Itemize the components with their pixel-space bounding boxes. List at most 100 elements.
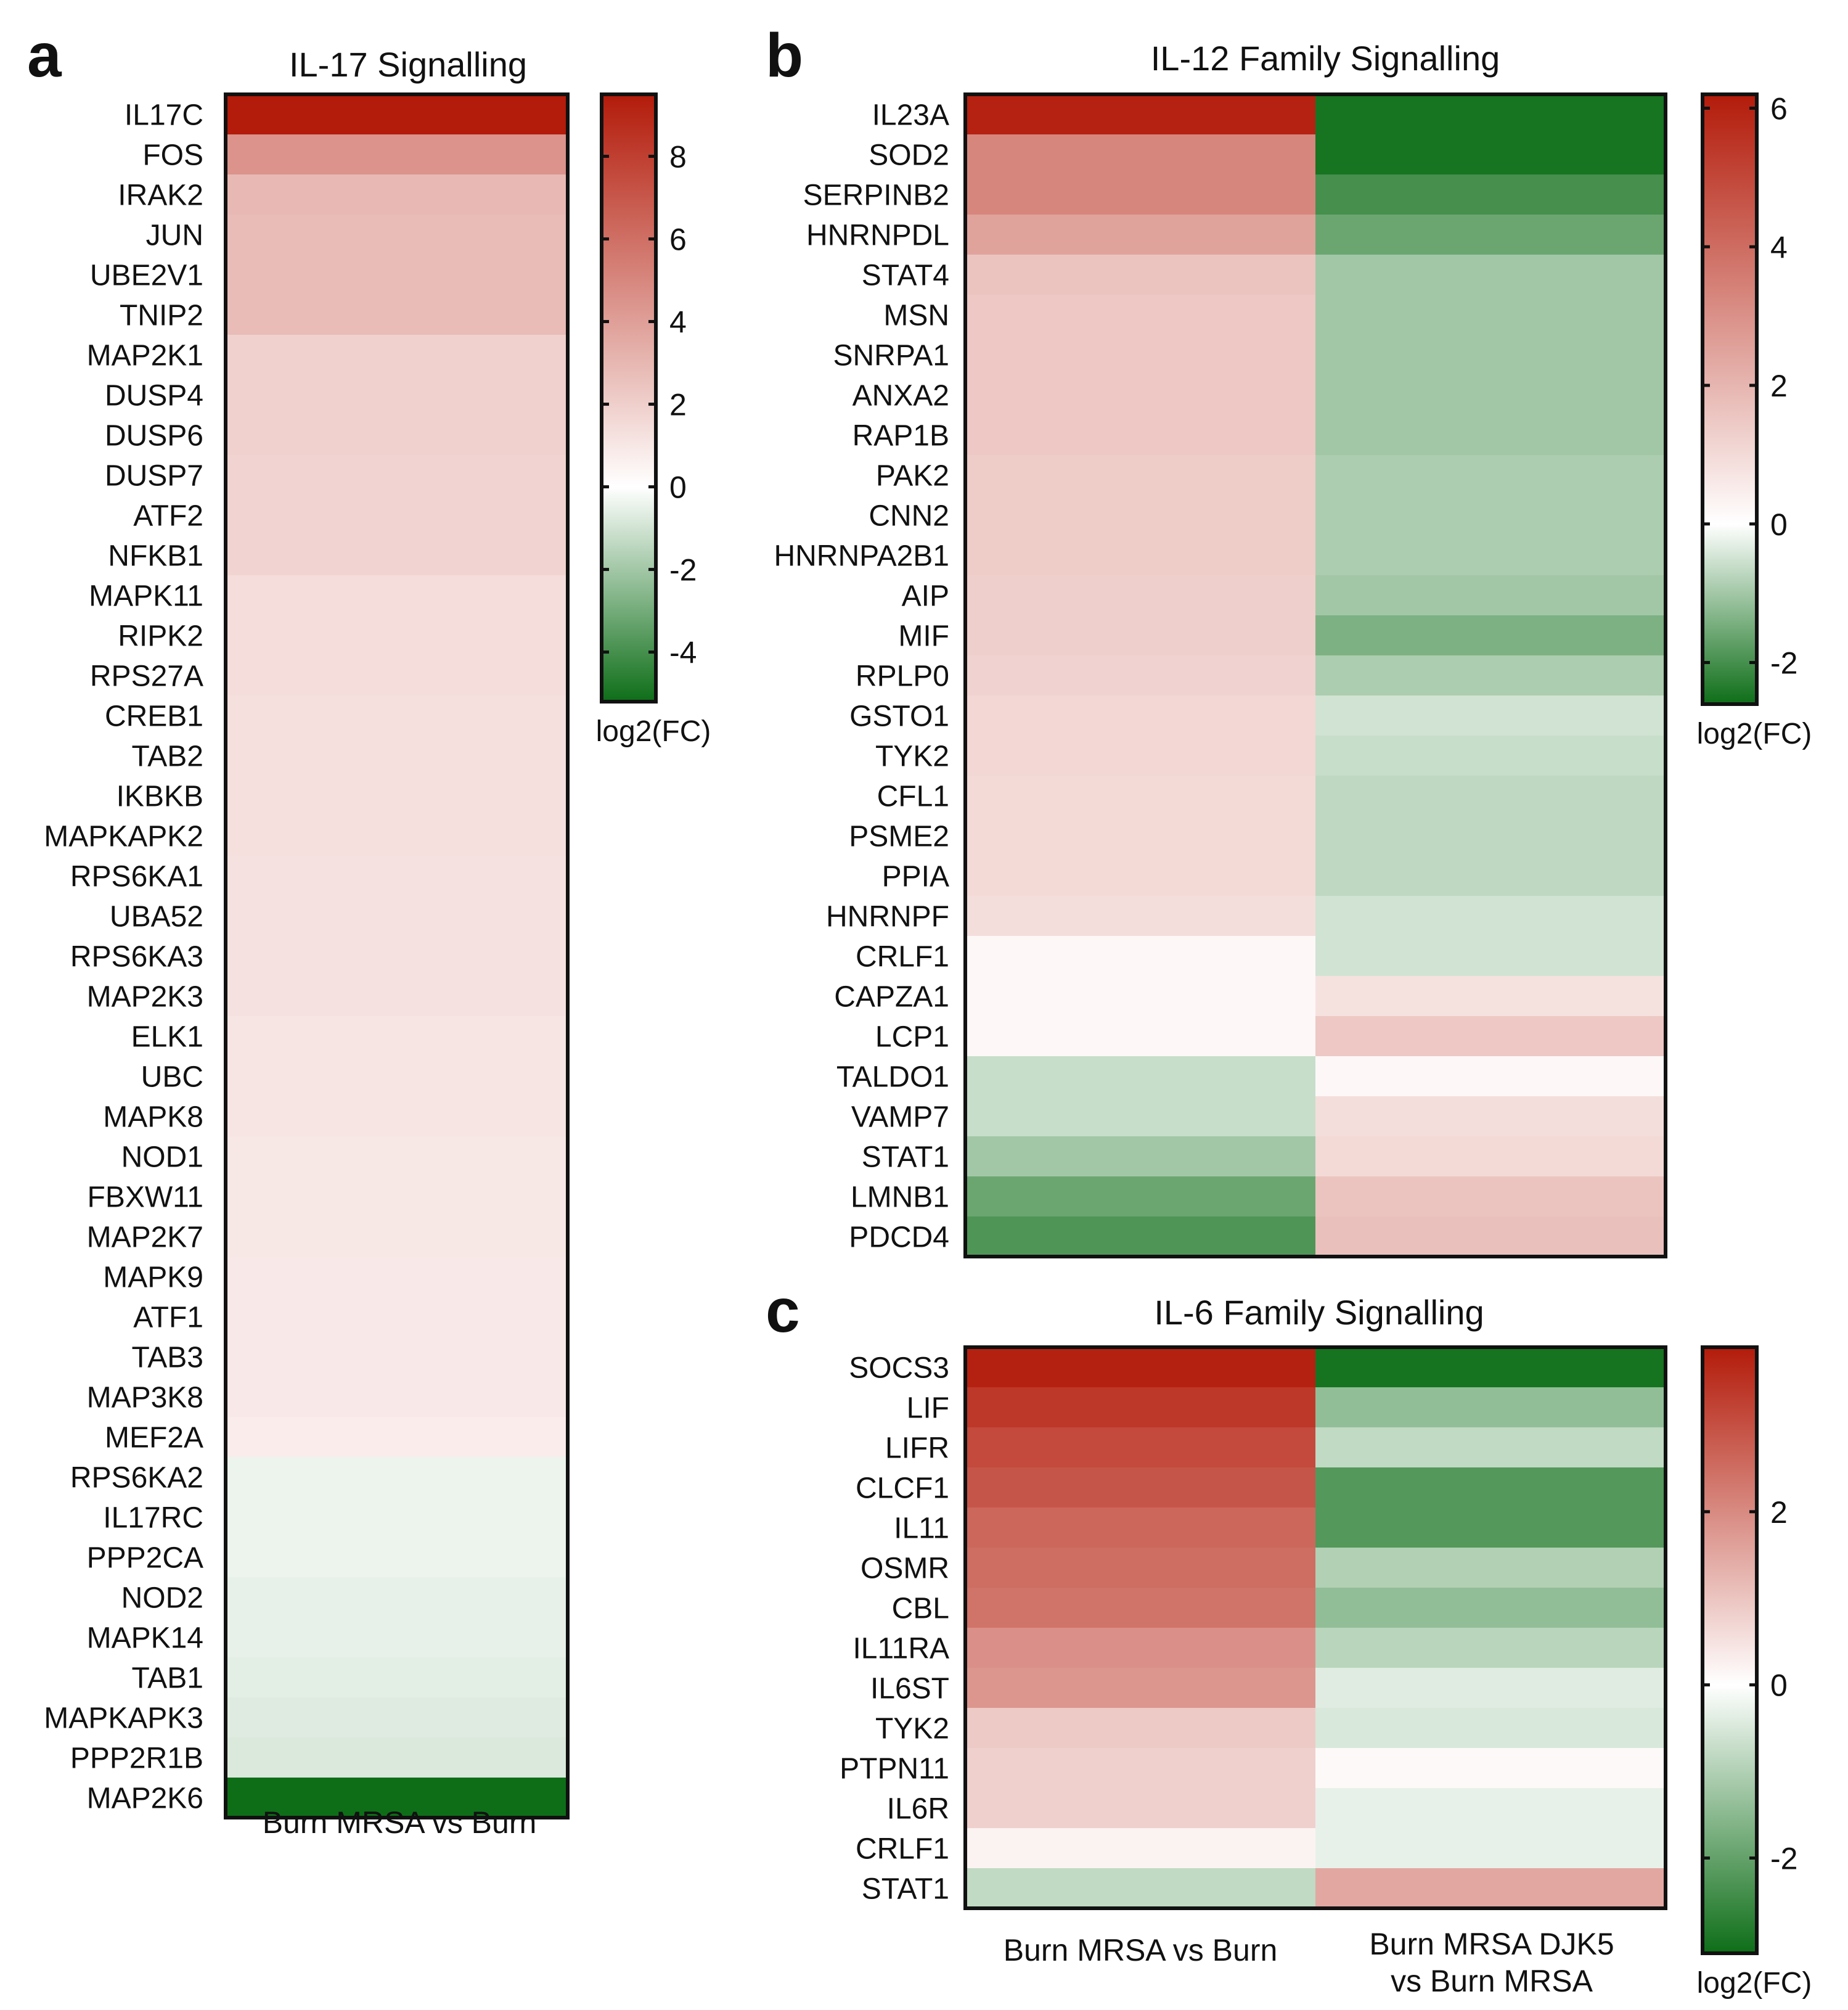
- row-label-psme2: PSME2: [849, 821, 949, 853]
- heatmap-cell-osmr-col1: [965, 1548, 1316, 1588]
- colorbar-tick-label: 2: [669, 388, 687, 422]
- colorbar-tick-label: -2: [669, 553, 697, 588]
- colorbar: [600, 92, 658, 704]
- heatmap-cell-stat1-col1: [965, 1136, 1316, 1177]
- heatmap-cell-lif-col1: [965, 1387, 1316, 1428]
- heatmap-cell-map2k1-col1: [226, 335, 568, 375]
- heatmap-cell-mif-col1: [965, 615, 1316, 656]
- panel-b-title: IL-12 Family Signalling: [1151, 39, 1500, 78]
- heatmap-cell-sod2-col1: [965, 134, 1316, 175]
- heatmap-cell-nfkb1-col1: [226, 535, 568, 576]
- heatmap-cell-clcf1-col2: [1315, 1467, 1666, 1508]
- heatmap-cell-msn-col2: [1315, 295, 1666, 335]
- heatmap-cell-snrpa1-col1: [965, 335, 1316, 375]
- row-label-ripk2: RIPK2: [118, 620, 203, 653]
- heatmap-cell-ripk2-col1: [226, 615, 568, 656]
- heatmap-cell-vamp7-col2: [1315, 1096, 1666, 1137]
- row-label-capza1: CAPZA1: [834, 981, 949, 1014]
- row-label-cfl1: CFL1: [877, 781, 949, 813]
- heatmap-cell-map2k6-col1: [226, 1778, 568, 1818]
- heatmap-cell-fos-col1: [226, 134, 568, 175]
- heatmap-cell-il11-col1: [965, 1508, 1316, 1548]
- row-label-snrpa1: SNRPA1: [833, 340, 949, 372]
- row-label-il6r: IL6R: [887, 1793, 949, 1826]
- heatmap-cell-il23a-col2: [1315, 94, 1666, 135]
- row-label-anxa2: ANXA2: [852, 380, 949, 412]
- colorbar-label: log2(FC): [596, 715, 711, 748]
- heatmap-cell-dusp7-col1: [226, 455, 568, 496]
- heatmap-cell-socs3-col1: [965, 1347, 1316, 1388]
- heatmap-cell-psme2-col1: [965, 816, 1316, 856]
- row-label-ppp2r1b: PPP2R1B: [70, 1742, 203, 1775]
- row-label-rap1b: RAP1B: [852, 420, 949, 453]
- row-label-nfkb1: NFKB1: [108, 540, 203, 573]
- row-label-fbxw11: FBXW11: [88, 1181, 203, 1214]
- row-label-ube2v1: UBE2V1: [90, 260, 203, 292]
- heatmap-cell-mapk9-col1: [226, 1257, 568, 1297]
- row-label-ptpn11: PTPN11: [840, 1753, 949, 1786]
- row-label-cnn2: CNN2: [869, 500, 949, 533]
- heatmap-cell-il6st-col2: [1315, 1668, 1666, 1708]
- heatmap-cell-tyk2-col2: [1315, 736, 1666, 776]
- colorbar-tick-label: 0: [1770, 507, 1788, 542]
- row-label-lmnb1: LMNB1: [851, 1181, 949, 1214]
- row-label-dusp6: DUSP6: [105, 420, 203, 453]
- heatmap-cell-mif-col2: [1315, 615, 1666, 656]
- column-label-burn-mrsa-vs-burn: Burn MRSA vs Burn: [263, 1805, 537, 1840]
- row-label-ikbkb: IKBKB: [117, 781, 203, 813]
- row-label-irak2: IRAK2: [118, 179, 203, 212]
- row-label-gsto1: GSTO1: [849, 700, 949, 733]
- row-label-crlf1: CRLF1: [856, 941, 949, 974]
- heatmap-cell-stat1-col2: [1315, 1136, 1666, 1177]
- colorbar: [1701, 1345, 1759, 1955]
- row-label-rps6ka3: RPS6KA3: [70, 941, 203, 974]
- heatmap-cell-rps27a-col1: [226, 655, 568, 696]
- row-label-sod2: SOD2: [869, 139, 949, 172]
- heatmap-cell-pak2-col1: [965, 455, 1316, 496]
- heatmap-cell-gsto1-col1: [965, 695, 1316, 736]
- row-label-mif: MIF: [898, 620, 949, 653]
- heatmap-cell-cnn2-col2: [1315, 495, 1666, 536]
- colorbar-tick-label: 0: [1770, 1668, 1788, 1703]
- row-label-nod2: NOD2: [121, 1582, 203, 1615]
- row-label-tab2: TAB2: [132, 740, 203, 773]
- panel-c-il6-heatmap: c IL-6 Family Signalling SOCS3 LIF LIFR CLC…: [766, 1276, 1812, 2000]
- heatmap-border: [963, 92, 1667, 1258]
- row-label-il17rc: IL17RC: [103, 1502, 203, 1535]
- colorbar-tick-label: 4: [1770, 230, 1788, 265]
- heatmap-cell-vamp7-col1: [965, 1096, 1316, 1137]
- heatmap-cell-taldo1-col1: [965, 1056, 1316, 1097]
- colorbar-tick-label: -2: [1770, 1842, 1797, 1876]
- row-label-fos: FOS: [142, 139, 203, 172]
- heatmap-cell-map2k7-col1: [226, 1216, 568, 1257]
- colorbar-label: log2(FC): [1697, 1967, 1812, 2000]
- heatmap-cell-ppp2ca-col1: [226, 1537, 568, 1578]
- row-label-vamp7: VAMP7: [851, 1101, 949, 1134]
- row-label-stat4: STAT4: [862, 260, 949, 292]
- heatmap-cell-elk1-col1: [226, 1016, 568, 1057]
- heatmap-cell-nod2-col1: [226, 1577, 568, 1618]
- row-label-nod1: NOD1: [121, 1141, 203, 1174]
- heatmap-cell-rps6ka3-col1: [226, 936, 568, 977]
- heatmap-cell-fbxw11-col1: [226, 1176, 568, 1217]
- heatmap-cell-il11ra-col1: [965, 1628, 1316, 1668]
- heatmap-cell-anxa2-col2: [1315, 375, 1666, 416]
- heatmap-cell-pdcd4-col1: [965, 1216, 1316, 1257]
- row-label-il11: IL11: [894, 1512, 949, 1545]
- row-label-serpinb2: SERPINB2: [803, 179, 949, 212]
- row-label-il6st: IL6ST: [870, 1673, 949, 1705]
- row-label-mapk14: MAPK14: [87, 1622, 203, 1655]
- heatmap-cell-serpinb2-col1: [965, 174, 1316, 215]
- colorbar-tick-label: 2: [1770, 369, 1788, 403]
- heatmap-cell-il6st-col1: [965, 1668, 1316, 1708]
- row-label-elk1: ELK1: [131, 1021, 203, 1054]
- heatmap-cell-cfl1-col2: [1315, 776, 1666, 816]
- heatmap-cell-stat4-col2: [1315, 255, 1666, 295]
- heatmap-cell-hnrnpf-col2: [1315, 896, 1666, 937]
- heatmap-cell-cfl1-col1: [965, 776, 1316, 816]
- heatmap-cell-crlf1-col2: [1315, 936, 1666, 977]
- panel-b-letter: b: [766, 21, 803, 90]
- row-label-dusp7: DUSP7: [105, 460, 203, 493]
- heatmap-cell-mapkapk3-col1: [226, 1697, 568, 1738]
